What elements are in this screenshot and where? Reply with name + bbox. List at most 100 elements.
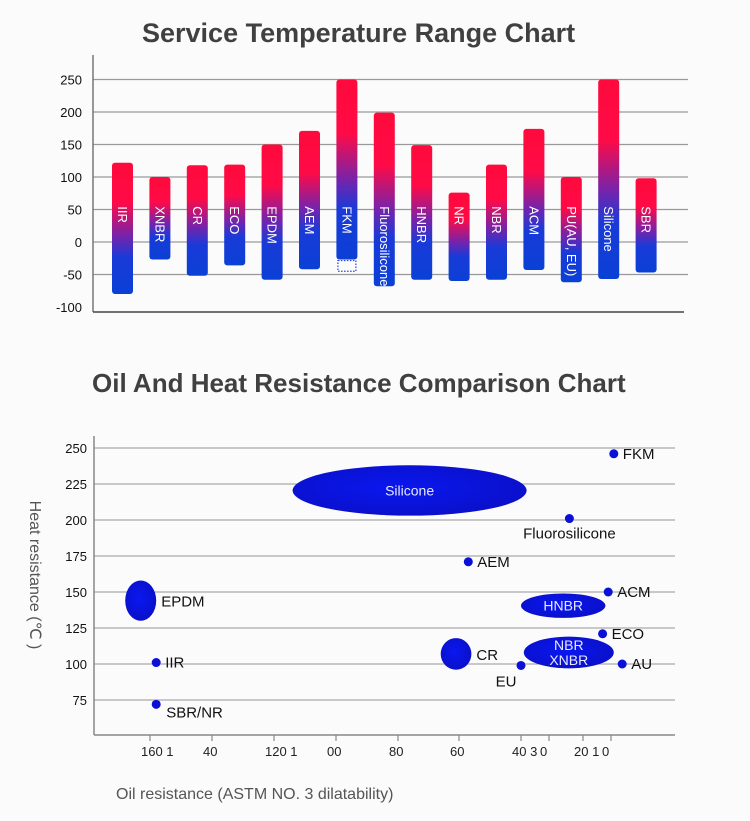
point-label: ECO [612, 626, 645, 643]
region-label: XNBR [549, 652, 588, 668]
x-tick-label: 120 1 [265, 744, 298, 759]
point-fluorosilicone: Fluorosilicone [523, 514, 616, 543]
region-epdm: EPDM [125, 580, 205, 621]
region-ellipse [521, 593, 606, 618]
region-cr: CR [440, 638, 498, 670]
y-tick-label: 150 [65, 585, 87, 600]
range-bar [299, 130, 320, 270]
y-tick-label: 250 [65, 441, 87, 456]
bar-label: CR [190, 206, 205, 225]
point-label: SBR/NR [166, 704, 223, 721]
point-label: IIR [165, 655, 184, 672]
bar-label: PU(AU, EU) [564, 206, 579, 276]
service-temperature-chart-title: Service Temperature Range Chart [142, 18, 576, 48]
data-point [617, 659, 627, 669]
x-tick-label: 0 [540, 744, 547, 759]
range-bar [486, 164, 507, 280]
region-ellipse [292, 465, 527, 516]
region-ellipse [523, 636, 614, 669]
y-tick-label: 200 [60, 105, 82, 120]
y-tick-label: 150 [60, 138, 82, 153]
range-bar [598, 79, 620, 280]
data-point [564, 514, 574, 524]
data-point [151, 699, 161, 709]
region-label: HNBR [543, 598, 583, 614]
region-label: Silicone [385, 482, 434, 498]
bar-label: NBR [489, 206, 504, 233]
region-label: EPDM [161, 594, 204, 611]
point-label: FKM [623, 446, 655, 463]
bar-label: NR [452, 206, 467, 225]
x-tick-label: 60 [450, 744, 464, 759]
bar-label: FKM [339, 206, 354, 233]
bar-label: SBR [639, 206, 654, 233]
bar-fkm: FKM [336, 79, 358, 260]
point-aem: AEM [463, 554, 510, 571]
y-tick-label: 250 [60, 73, 82, 88]
point-label: ACM [617, 584, 650, 601]
x-tick-label: 00 [327, 744, 341, 759]
bar-epdm: EPDM [261, 144, 283, 280]
x-axis-title: Oil resistance (ASTM NO. 3 dilatability) [116, 786, 393, 803]
y-tick-label: 175 [65, 549, 87, 564]
bar-iir: IIR [112, 162, 133, 294]
bar-fluorosilicone: Fluorosilicone [373, 112, 395, 287]
bar-pu-au-eu-: PU(AU, EU) [560, 177, 582, 283]
region-label: CR [476, 647, 498, 664]
point-au: AU [617, 656, 652, 673]
bar-label: IIR [115, 206, 130, 223]
bar-silicone: Silicone [598, 79, 620, 280]
x-tick-label: 40 3 [512, 744, 537, 759]
point-label: EU [496, 673, 517, 690]
bar-acm: ACM [523, 128, 545, 270]
bar-label: AEM [302, 206, 317, 234]
y-tick-label: 0 [75, 235, 82, 250]
y-tick-label: 50 [68, 203, 82, 218]
bar-label: HNBR [414, 206, 429, 243]
range-bar [411, 145, 433, 280]
y-tick-label: 100 [60, 170, 82, 185]
y-tick-label: 75 [73, 693, 87, 708]
bar-nbr: NBR [486, 164, 507, 280]
range-bar [373, 112, 395, 287]
point-eu: EU [496, 660, 526, 690]
range-bar [336, 79, 358, 260]
bar-aem: AEM [299, 130, 320, 270]
point-eco: ECO [598, 626, 644, 643]
range-bar [261, 144, 283, 280]
y-tick-label: 125 [65, 621, 87, 636]
bar-label: Fluorosilicone [377, 206, 392, 286]
region-hnbr: HNBR [521, 593, 606, 618]
bar-nr: NR [448, 192, 470, 281]
bar-label: ECO [227, 206, 242, 234]
x-tick-label: 160 1 [141, 744, 174, 759]
region-ellipse [125, 580, 157, 621]
y-tick-label: 200 [65, 513, 87, 528]
range-bar [224, 164, 246, 266]
point-label: AU [631, 656, 652, 673]
service-temperature-range-chart: 250 200 150 100 50 0 -50 -100 IIR XNBR CR ECO EPDM A… [56, 55, 688, 315]
data-point [516, 660, 526, 670]
bar-sbr: SBR [635, 178, 657, 273]
region-silicone: Silicone [292, 465, 527, 516]
region-label: NBR [554, 637, 584, 653]
y-tick-label: 225 [65, 477, 87, 492]
range-bar [560, 177, 582, 283]
data-point [609, 449, 619, 459]
point-acm: ACM [603, 584, 651, 601]
y-tick-label: -100 [56, 300, 82, 315]
bar-label: Silicone [601, 206, 616, 252]
range-bar [523, 128, 545, 270]
data-point [151, 658, 161, 668]
y-tick-label: -50 [63, 268, 82, 283]
point-iir: IIR [151, 655, 185, 672]
range-bar [149, 177, 171, 260]
bar-label: XNBR [152, 206, 167, 242]
point-label: Fluorosilicone [523, 526, 616, 543]
y-tick-label: 100 [65, 657, 87, 672]
range-bar [186, 165, 208, 276]
point-fkm: FKM [609, 446, 654, 463]
dotted-extension [337, 259, 357, 272]
range-bar [448, 192, 470, 281]
